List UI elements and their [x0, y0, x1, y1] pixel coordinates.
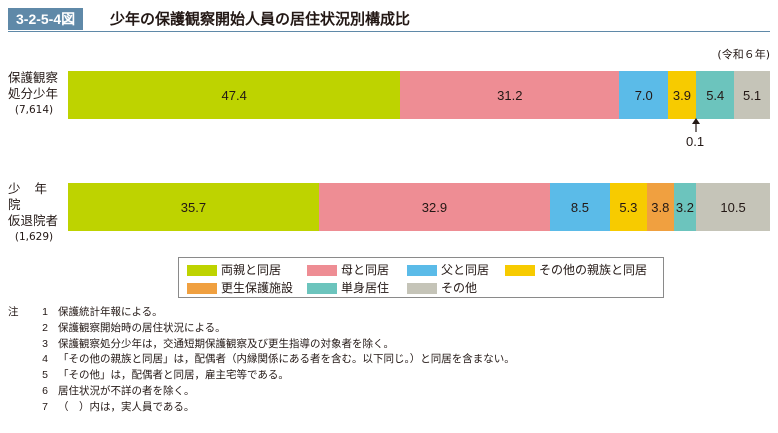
- figure-number: 3-2-5-4図: [8, 8, 84, 30]
- footnote: 5 「その他」は，配偶者と同居，雇主宅等である。: [8, 368, 515, 384]
- legend-item: その他: [407, 281, 477, 295]
- row-count: (7,614): [14, 104, 54, 116]
- legend-label: その他: [441, 281, 478, 295]
- legend-swatch: [307, 264, 337, 276]
- data-label: 47.4: [221, 87, 247, 103]
- legend-swatch: [307, 282, 337, 294]
- bar-segment: [695, 71, 697, 119]
- legend-swatch: [187, 282, 217, 294]
- footnote-number: 3: [42, 337, 48, 350]
- bar-segment: 5.4: [696, 71, 735, 119]
- bar-segment: 5.3: [609, 183, 647, 231]
- footnotes: 注 1 保護統計年報による。 2 保護観察開始時の居住状況による。 3 保護観察…: [8, 305, 515, 416]
- footnote-text: 「その他の親族と同居」は，配偶者（内縁関係にある者を含む。以下同じ。）と同居を含…: [58, 353, 515, 366]
- legend-swatch: [505, 264, 535, 276]
- data-label: 3.9: [672, 87, 691, 103]
- footnote-number: 6: [42, 384, 48, 397]
- callout-arrow: [692, 118, 700, 132]
- row-label-line: 処分少年: [8, 86, 59, 101]
- row-label-probation: 保護観察 処分少年 (7,614): [8, 70, 70, 118]
- footnote-text: 保護観察処分少年は，交通短期保護観察及び更生指導の対象者を除く。: [58, 337, 394, 350]
- footnote-text: 保護統計年報による。: [58, 306, 163, 318]
- legend-swatch: [187, 264, 217, 276]
- data-label: 5.1: [743, 87, 762, 103]
- legend-item: 母と同居: [307, 263, 389, 277]
- bar-segment: 3.8: [647, 183, 674, 231]
- data-label: 31.2: [497, 87, 523, 103]
- footnote: 6 居住状況が不詳の者を除く。: [8, 384, 515, 400]
- footnote-prefix: 注: [8, 306, 19, 318]
- data-label: 5.4: [706, 87, 725, 103]
- legend-label: 父と同居: [441, 263, 490, 277]
- data-label: 3.8: [651, 199, 670, 215]
- year-note: (令和６年): [717, 48, 770, 61]
- stacked-bar-training-school: 35.7 32.9 8.5 5.3 3.8 3.2 10.5: [68, 183, 770, 231]
- footnote: 3 保護観察処分少年は，交通短期保護観察及び更生指導の対象者を除く。: [8, 337, 515, 353]
- data-label: 10.5: [720, 199, 746, 215]
- bar-segment: 8.5: [550, 183, 610, 231]
- callout-value-label: 0.1: [686, 134, 705, 149]
- legend-label: 母と同居: [341, 263, 390, 277]
- legend-item: 父と同居: [407, 263, 489, 277]
- bar-segment: 35.7: [68, 183, 319, 231]
- bar-segment: 32.9: [318, 183, 551, 231]
- legend-label: 単身居住: [341, 281, 390, 295]
- legend-item: 両親と同居: [187, 263, 281, 277]
- row-label-line: 仮退院者: [8, 213, 59, 228]
- footnote-number: 2: [42, 321, 48, 334]
- legend-item: 単身居住: [307, 281, 389, 295]
- data-label: 3.2: [675, 199, 694, 215]
- footnote-number: 4: [42, 353, 48, 366]
- footnote: 注 1 保護統計年報による。: [8, 305, 515, 321]
- legend-item: その他の親族と同居: [505, 263, 647, 277]
- legend-swatch: [407, 282, 437, 294]
- footnote-text: 居住状況が不詳の者を除く。: [58, 384, 195, 397]
- footnote-text: 「その他」は，配偶者と同居，雇主宅等である。: [58, 369, 289, 382]
- data-label: 7.0: [634, 87, 653, 103]
- footnote-text: 保護観察開始時の居住状況による。: [58, 321, 226, 334]
- legend-item: 更生保護施設: [187, 281, 293, 295]
- bar-segment: 31.2: [400, 71, 620, 119]
- bar-segment: 47.4: [68, 71, 401, 119]
- footnote-number: 1: [42, 306, 48, 318]
- row-label-line: 少 年 院: [8, 181, 52, 212]
- footnote-number: 5: [42, 369, 48, 382]
- data-label: 32.9: [421, 199, 448, 215]
- bar-segment: 3.2: [673, 183, 697, 231]
- legend: 両親と同居 母と同居 父と同居 その他の親族と同居 更生保護施設 単身居住 その…: [178, 257, 664, 298]
- bar-segment: 7.0: [619, 71, 669, 119]
- row-label-line: 保護観察: [8, 70, 59, 85]
- footnote: 7 （ ）内は，実人員である。: [8, 400, 515, 416]
- footnote: 4 「その他の親族と同居」は，配偶者（内縁関係にある者を含む。以下同じ。）と同居…: [8, 352, 515, 368]
- title-divider: [8, 31, 770, 32]
- row-count: (1,629): [14, 231, 54, 243]
- data-label: 8.5: [570, 199, 589, 215]
- legend-label: その他の親族と同居: [539, 263, 648, 277]
- bar-segment: 3.9: [668, 71, 696, 119]
- footnote-text: （ ）内は，実人員である。: [58, 400, 195, 413]
- stacked-bar-probation: 47.4 31.2 7.0 3.9 5.4 5.1: [68, 71, 770, 119]
- data-label: 35.7: [180, 199, 207, 215]
- footnote: 2 保護観察開始時の居住状況による。: [8, 321, 515, 337]
- row-label-training-school: 少 年 院 仮退院者 (1,629): [8, 181, 70, 245]
- data-label: 5.3: [619, 199, 638, 215]
- legend-label: 両親と同居: [221, 263, 282, 277]
- chart-title: 少年の保護観察開始人員の居住状況別構成比: [110, 10, 411, 28]
- bar-segment: 10.5: [696, 183, 770, 231]
- legend-swatch: [407, 264, 437, 276]
- legend-label: 更生保護施設: [221, 281, 294, 295]
- footnote-number: 7: [42, 400, 48, 413]
- bar-segment: 5.1: [734, 71, 770, 119]
